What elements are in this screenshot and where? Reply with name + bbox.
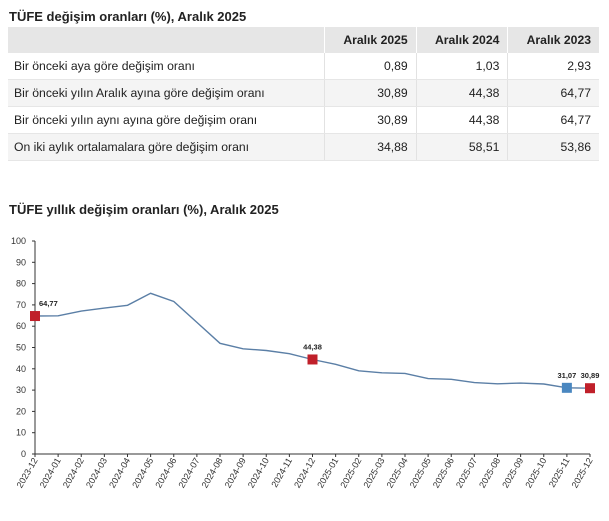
- y-tick-label: 60: [16, 321, 26, 331]
- cpi-table: Aralık 2025 Aralık 2024 Aralık 2023 Bir …: [8, 27, 599, 161]
- x-tick-label: 2024-07: [176, 456, 201, 490]
- y-tick-label: 80: [16, 279, 26, 289]
- x-tick-label: 2025-09: [500, 456, 525, 490]
- header-2024: Aralık 2024: [415, 27, 508, 53]
- data-point-marker: [585, 383, 595, 394]
- x-tick-label: 2025-12: [570, 456, 595, 490]
- y-tick-label: 10: [16, 428, 26, 438]
- data-label: 31,07: [557, 371, 576, 380]
- row-label: Bir önceki yılın aynı ayına göre değişim…: [8, 106, 325, 134]
- y-tick-label: 30: [16, 385, 26, 395]
- x-tick-label: 2025-06: [431, 456, 456, 490]
- y-tick-label: 0: [21, 449, 26, 459]
- cell-2025: 30,89: [324, 79, 417, 107]
- header-2025: Aralık 2025: [324, 27, 417, 53]
- x-tick-label: 2025-02: [338, 456, 363, 490]
- x-tick-label: 2025-11: [547, 456, 572, 489]
- table-row: Bir önceki aya göre değişim oranı 0,89 1…: [8, 53, 599, 80]
- header-2023: Aralık 2023: [507, 27, 599, 53]
- cell-2024: 44,38: [415, 79, 508, 107]
- x-tick-label: 2025-05: [408, 456, 433, 490]
- data-point-marker: [561, 382, 572, 393]
- data-point-marker: [30, 311, 40, 322]
- x-tick-label: 2025-08: [477, 456, 502, 490]
- cell-2023: 64,77: [507, 79, 599, 107]
- x-tick-label: 2025-07: [454, 456, 479, 490]
- data-label: 44,38: [303, 342, 322, 351]
- cell-2025: 30,89: [324, 106, 417, 134]
- series-line: [34, 292, 591, 389]
- y-tick-label: 70: [16, 300, 26, 310]
- x-tick-label: 2024-09: [223, 456, 248, 490]
- cell-2024: 58,51: [415, 133, 508, 161]
- table-row: Bir önceki yılın Aralık ayına göre değiş…: [8, 79, 599, 107]
- x-tick-label: 2024-12: [292, 456, 317, 490]
- cell-2023: 53,86: [507, 133, 599, 161]
- cell-2023: 2,93: [507, 53, 599, 80]
- table-title: TÜFE değişim oranları (%), Aralık 2025: [9, 9, 247, 24]
- x-tick-label: 2025-01: [315, 456, 340, 490]
- x-tick-label: 2024-10: [246, 456, 271, 490]
- y-tick-label: 20: [16, 406, 26, 416]
- y-tick-label: 90: [16, 257, 26, 267]
- x-tick-label: 2024-05: [130, 456, 155, 490]
- x-tick-label: 2024-06: [153, 456, 178, 490]
- row-label: On iki aylık ortalamalara göre değişim o…: [8, 133, 325, 161]
- cell-2025: 0,89: [324, 53, 417, 80]
- x-tick-label: 2025-03: [361, 456, 386, 490]
- x-tick-label: 2024-11: [269, 456, 294, 489]
- x-tick-label: 2024-02: [61, 456, 86, 490]
- cell-2025: 34,88: [324, 133, 417, 161]
- data-label: 64,77: [39, 299, 58, 308]
- row-label: Bir önceki yılın Aralık ayına göre değiş…: [8, 79, 325, 107]
- x-tick-label: 2023-12: [15, 456, 40, 490]
- table-header-row: Aralık 2025 Aralık 2024 Aralık 2023: [8, 27, 599, 53]
- x-tick-label: 2024-04: [107, 456, 132, 490]
- x-tick-label: 2025-10: [523, 456, 548, 490]
- y-tick-label: 50: [16, 343, 26, 353]
- y-tick-label: 100: [11, 236, 26, 246]
- cell-2024: 1,03: [415, 53, 508, 80]
- data-point-marker: [307, 354, 318, 365]
- line-chart: 01020304050607080901002023-122024-012024…: [11, 236, 600, 490]
- x-tick-label: 2024-03: [84, 456, 109, 490]
- header-empty: [8, 27, 325, 53]
- table-row: Bir önceki yılın aynı ayına göre değişim…: [8, 106, 599, 134]
- x-tick-label: 2024-08: [200, 456, 225, 490]
- x-tick-label: 2024-01: [38, 456, 63, 490]
- y-tick-label: 40: [16, 364, 26, 374]
- table-row: On iki aylık ortalamalara göre değişim o…: [8, 133, 599, 161]
- chart-title: TÜFE yıllık değişim oranları (%), Aralık…: [9, 202, 279, 217]
- cell-2023: 64,77: [507, 106, 599, 134]
- data-label: 30,89: [581, 371, 600, 380]
- row-label: Bir önceki aya göre değişim oranı: [8, 53, 325, 80]
- cell-2024: 44,38: [415, 106, 508, 134]
- x-tick-label: 2025-04: [385, 456, 410, 490]
